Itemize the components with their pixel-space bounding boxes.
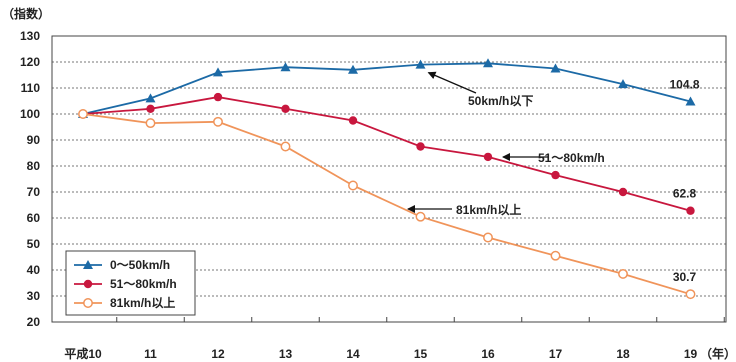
- data-point: [348, 64, 358, 74]
- data-point: [686, 206, 695, 215]
- y-tick-label: 100: [20, 107, 40, 121]
- end-value-label: 104.8: [669, 78, 699, 92]
- series-1: [78, 58, 696, 118]
- callout-label: 50km/h以下: [468, 94, 533, 108]
- y-tick-label: 50: [27, 237, 41, 251]
- data-point: [415, 59, 426, 69]
- y-tick-label: 120: [20, 55, 40, 69]
- data-point: [685, 289, 696, 300]
- callout-arrow: [427, 71, 477, 94]
- callout-label: 81km/h以上: [456, 202, 521, 217]
- legend-label: 81km/h以上: [110, 295, 175, 310]
- y-tick-label: 60: [27, 211, 41, 225]
- data-point: [550, 250, 561, 261]
- data-point: [483, 152, 493, 162]
- data-point: [618, 79, 628, 89]
- data-point: [281, 104, 290, 114]
- legend-label: 51〜80km/h: [110, 277, 177, 291]
- plot-area: [51, 35, 727, 323]
- data-point: [145, 93, 156, 103]
- data-point: [416, 142, 425, 151]
- y-tick-label: 110: [21, 81, 41, 95]
- y-tick-label: 20: [27, 315, 41, 329]
- legend-item: 81km/h以上: [74, 295, 175, 310]
- data-point: [83, 260, 93, 269]
- x-tick-label: 12: [211, 347, 225, 361]
- x-tick-label: 17: [549, 347, 563, 361]
- x-tick-label: 13: [279, 347, 293, 361]
- data-point: [483, 232, 493, 243]
- callout-label: 51〜80km/h: [538, 151, 605, 165]
- data-point: [348, 180, 358, 191]
- data-point: [83, 279, 93, 289]
- end-value-label: 30.7: [673, 270, 697, 284]
- x-axis-unit-label: （年）: [700, 346, 736, 361]
- callout-group: 50km/h以下 51〜80km/h 81km/h以上: [407, 71, 605, 217]
- data-point: [483, 58, 493, 68]
- series-line: [82, 96, 691, 212]
- data-point: [348, 116, 358, 125]
- legend-item: 0〜50km/h: [74, 258, 170, 272]
- legend: 0〜50km/h 51〜80km/h 81km/h以上: [65, 250, 196, 316]
- series-group: 104.8 62.8 30.7: [78, 58, 700, 300]
- y-tick-label: 70: [27, 185, 41, 199]
- series-3: [78, 109, 696, 300]
- x-tick-label: 19: [684, 347, 698, 361]
- x-tick-label: 14: [346, 347, 360, 361]
- data-point: [618, 268, 628, 279]
- data-point: [213, 67, 223, 77]
- y-axis-unit-label: （指数）: [2, 6, 50, 21]
- data-point: [213, 92, 223, 102]
- y-tick-label: 130: [20, 29, 40, 43]
- y-tick-label: 80: [27, 159, 41, 173]
- data-point: [618, 187, 628, 197]
- series-line: [82, 113, 691, 296]
- x-tick-label: 15: [414, 347, 428, 361]
- legend-label: 0〜50km/h: [110, 258, 170, 272]
- data-point: [213, 116, 223, 127]
- data-point: [280, 62, 291, 72]
- data-point: [145, 118, 156, 129]
- x-tick-label: 18: [616, 347, 630, 361]
- y-tick-label: 30: [27, 289, 41, 303]
- x-tick-label: 11: [144, 347, 157, 361]
- data-point: [550, 63, 561, 73]
- data-point: [551, 170, 560, 180]
- x-axis: 平成10 11 12 13 14 15 16 17 18 19: [64, 317, 725, 361]
- y-axis: 20 30 40 50 60 70 80 90 100 110 120 130: [20, 29, 40, 329]
- data-point: [280, 141, 291, 152]
- data-point: [78, 109, 88, 119]
- x-tick-label: 平成10: [64, 346, 102, 361]
- y-tick-label: 40: [27, 263, 41, 277]
- data-point: [83, 298, 93, 308]
- series-line: [82, 62, 691, 115]
- y-tick-label: 90: [27, 133, 41, 147]
- data-point: [415, 211, 426, 222]
- data-point: [146, 104, 155, 114]
- x-tick-label: 16: [481, 347, 495, 361]
- data-point: [685, 96, 696, 106]
- legend-item: 51〜80km/h: [74, 277, 177, 291]
- end-value-label: 62.8: [673, 187, 697, 201]
